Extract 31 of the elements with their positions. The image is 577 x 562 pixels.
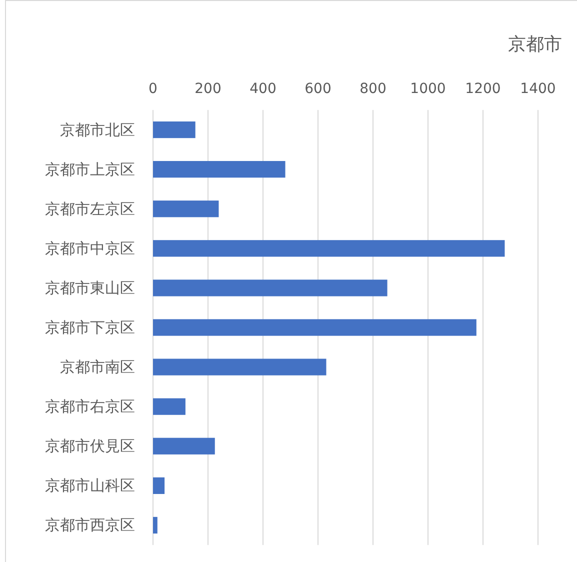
chart-title: 京都市 <box>508 34 562 55</box>
bar <box>153 516 158 534</box>
y-tick-label: 京都市北区 <box>60 120 135 139</box>
y-tick-label: 京都市東山区 <box>45 278 135 297</box>
bar <box>153 438 215 454</box>
y-tick-label: 京都市伏見区 <box>45 437 135 456</box>
bar <box>153 319 476 336</box>
y-tick-label: 京都市西京区 <box>45 516 135 534</box>
y-tick-label: 京都市山科区 <box>45 476 135 495</box>
bar <box>153 200 219 218</box>
bar <box>153 477 165 494</box>
x-tick-label: 400 <box>250 81 276 97</box>
x-tick-label: 800 <box>360 81 386 97</box>
bar <box>153 358 326 376</box>
bar <box>153 398 186 415</box>
y-tick-label: 京都市左京区 <box>45 200 135 218</box>
bar <box>153 240 505 257</box>
bar <box>153 121 196 138</box>
y-tick-label: 京都市右京区 <box>45 398 135 416</box>
x-tick-label: 200 <box>194 81 222 97</box>
y-tick-label: 京都市南区 <box>60 358 135 376</box>
y-tick-label: 京都市上京区 <box>45 160 135 178</box>
x-tick-label: 1000 <box>410 81 446 97</box>
x-tick-label: 1200 <box>465 81 501 97</box>
x-tick-label: 0 <box>148 81 158 97</box>
y-tick-label: 京都市中京区 <box>45 239 135 258</box>
y-tick-label: 京都市下京区 <box>45 318 135 336</box>
bar <box>153 280 388 296</box>
x-tick-label: 600 <box>304 81 332 97</box>
x-tick-label: 1400 <box>520 81 556 97</box>
bar <box>153 161 286 178</box>
